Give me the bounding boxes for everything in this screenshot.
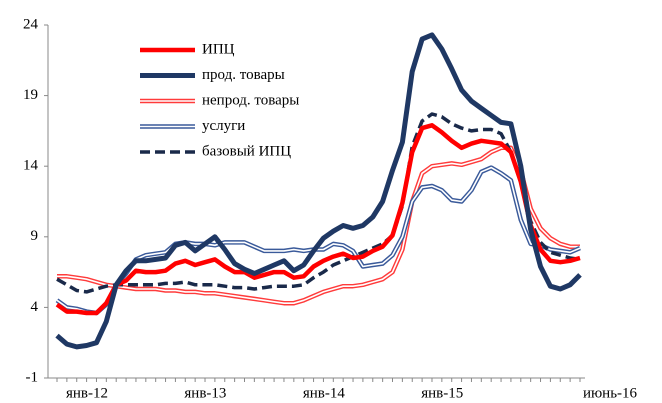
series-line (55, 32, 582, 350)
y-tick-label: 4 (31, 299, 39, 315)
y-tick-label: -1 (26, 369, 39, 385)
series-line (56, 112, 581, 294)
legend-label: услуги (202, 118, 245, 134)
y-tick-label: 24 (23, 16, 39, 32)
legend-label: базовый ИПЦ (202, 143, 291, 159)
x-tick-label: янв-12 (66, 385, 108, 401)
legend-label: прод. товары (202, 67, 285, 83)
x-tick-label: янв-14 (303, 385, 346, 401)
y-tick-label: 9 (31, 228, 39, 244)
legend-label: непрод. товары (202, 92, 299, 108)
y-tick-label: 19 (23, 87, 38, 103)
y-tick-label: 14 (23, 158, 39, 174)
series-line (55, 123, 581, 316)
series-line-inner (57, 147, 580, 304)
legend-label: ИПЦ (202, 41, 235, 57)
x-tick-label: янв-13 (184, 385, 226, 401)
x-tick-label: июнь-16 (583, 385, 638, 401)
x-tick-label: янв-15 (421, 385, 463, 401)
series-line-inner (56, 166, 581, 314)
